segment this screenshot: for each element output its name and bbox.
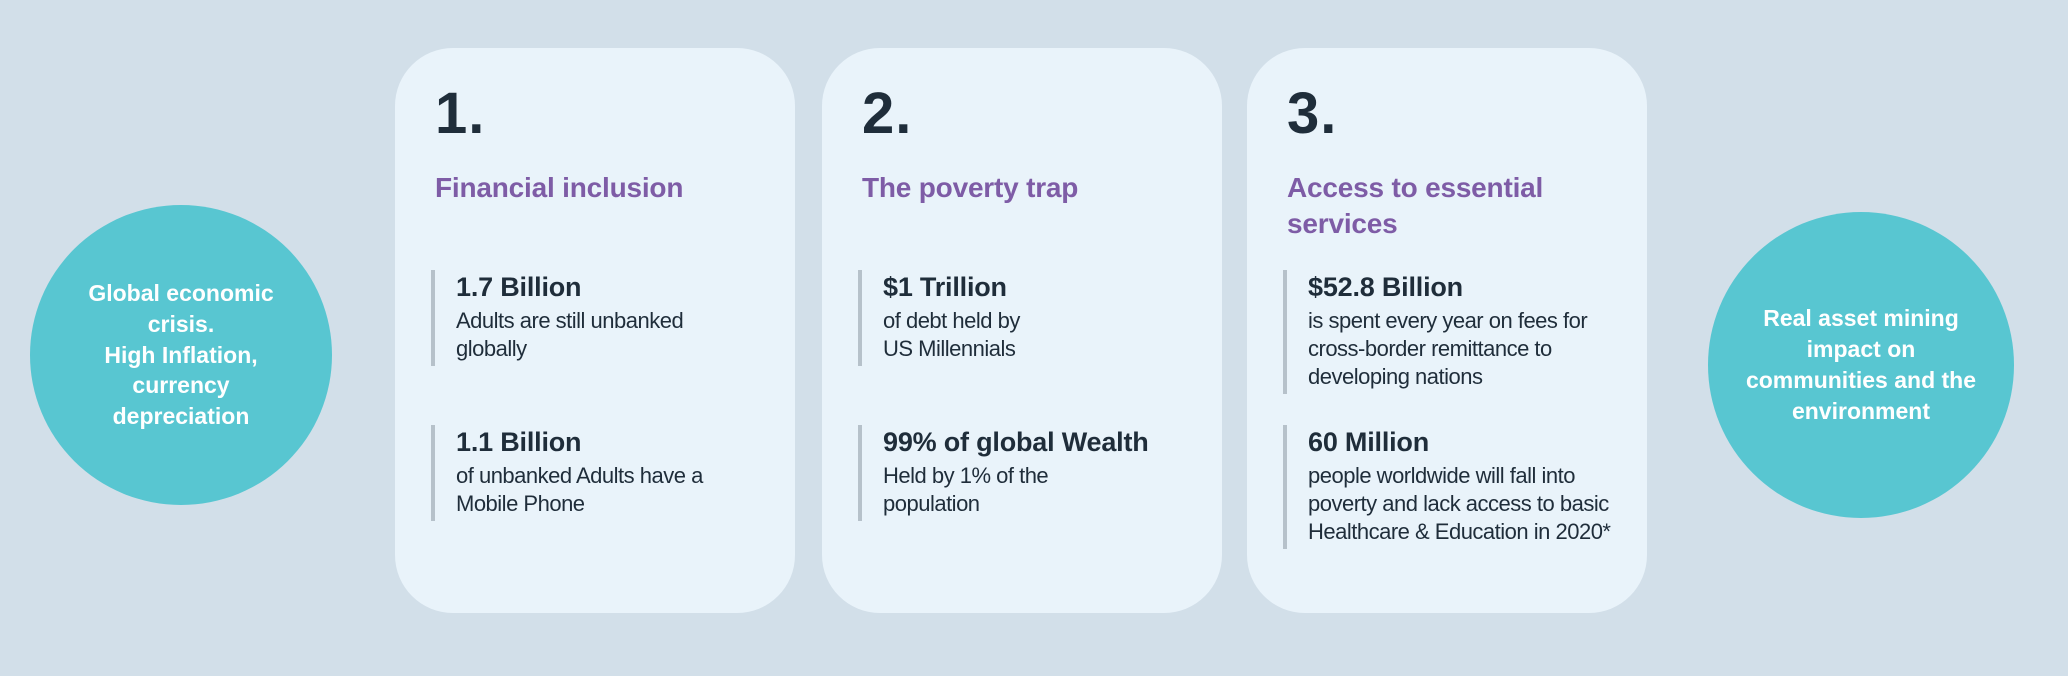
card-number: 2. — [862, 81, 913, 146]
card-financial-inclusion: 1. Financial inclusion 1.7 Billion Adult… — [395, 48, 795, 613]
stat-description: Held by 1% of the population — [883, 462, 1049, 516]
stat-value: 99% of global Wealth — [883, 427, 1149, 457]
card-title: The poverty trap — [862, 172, 1079, 203]
stat-description: of debt held by US Millennials — [883, 307, 1020, 361]
card-title: Financial inclusion — [435, 172, 684, 203]
card-poverty-trap: 2. The poverty trap $1 Trillion of debt … — [822, 48, 1222, 613]
stat-description: people worldwide will fall into poverty … — [1308, 462, 1611, 544]
stat-value: 60 Million — [1308, 427, 1430, 457]
left-highlight-circle: Global economic crisis. High Inflation, … — [30, 205, 332, 505]
card-number: 1. — [435, 81, 486, 146]
left-circle-text: Global economic crisis. High Inflation, … — [88, 279, 274, 430]
card-number: 3. — [1287, 81, 1338, 146]
stat-description: of unbanked Adults have a Mobile Phone — [456, 462, 703, 516]
right-circle-text: Real asset mining impact on communities … — [1745, 305, 1977, 424]
card-access-essential-services: 3. Access to essential services $52.8 Bi… — [1247, 48, 1647, 613]
stat-block: 99% of global Wealth Held by 1% of the p… — [858, 425, 1210, 521]
stat-value: 1.1 Billion — [456, 427, 582, 457]
stat-value: $1 Trillion — [883, 272, 1007, 302]
stat-block: 1.7 Billion Adults are still unbanked gl… — [431, 270, 783, 366]
stat-description: is spent every year on fees for cross-bo… — [1308, 307, 1588, 389]
stat-block: $1 Trillion of debt held by US Millennia… — [858, 270, 1210, 366]
stat-block: 60 Million people worldwide will fall in… — [1283, 425, 1635, 549]
card-title: Access to essential services — [1287, 172, 1544, 240]
stat-value: $52.8 Billion — [1308, 272, 1463, 302]
stat-block: 1.1 Billion of unbanked Adults have a Mo… — [431, 425, 783, 521]
stat-block: $52.8 Billion is spent every year on fee… — [1283, 270, 1635, 394]
right-highlight-circle: Real asset mining impact on communities … — [1708, 212, 2014, 518]
stat-value: 1.7 Billion — [456, 272, 582, 302]
stat-description: Adults are still unbanked globally — [456, 307, 684, 361]
